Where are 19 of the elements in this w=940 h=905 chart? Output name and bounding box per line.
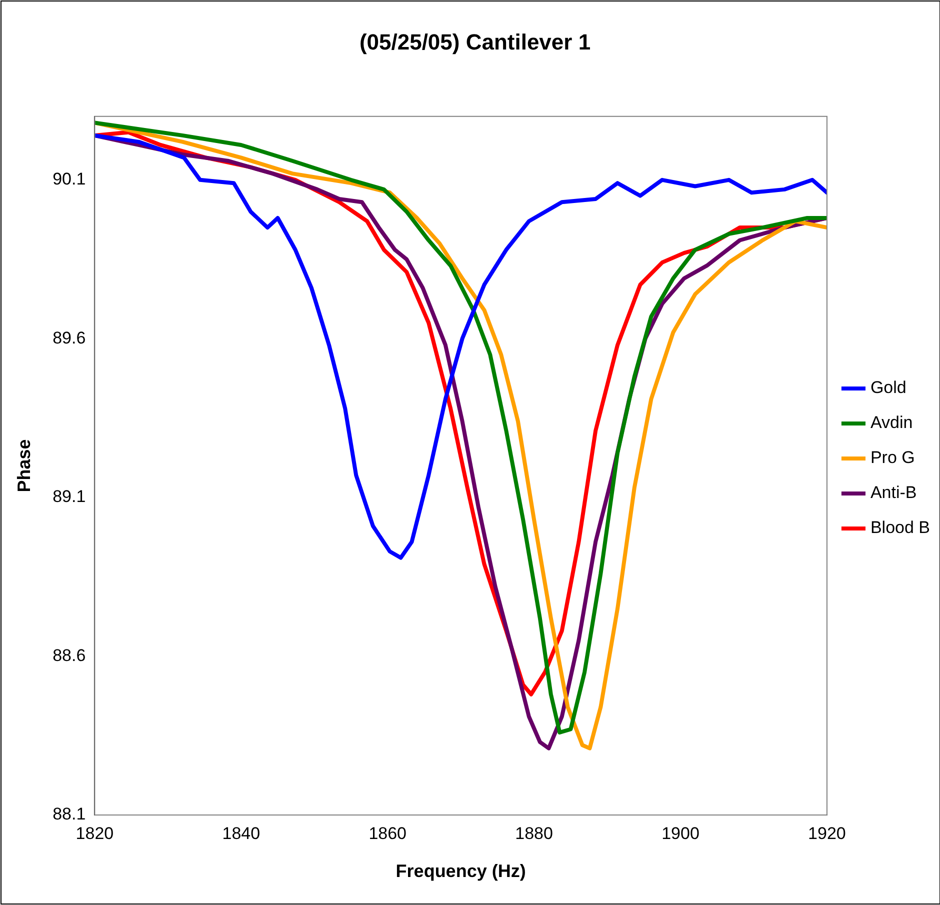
x-tick-label: 1840 [222,824,260,843]
x-tick-label: 1920 [808,824,846,843]
y-tick-label: 88.1 [52,804,86,824]
chart-title: (05/25/05) Cantilever 1 [359,29,591,54]
x-tick-label: 1880 [515,824,553,843]
x-axis-title: Frequency (Hz) [396,861,526,882]
legend-label: Blood B [870,518,930,538]
legend-label: Avdin [870,413,913,432]
y-axis-title: Phase [14,439,34,492]
y-tick-label: 88.6 [52,646,86,665]
legend-label: Pro G [870,448,915,468]
legend-label: Gold [870,378,906,398]
legend-label: Anti-B [870,483,917,502]
y-tick-label: 89.1 [52,487,86,506]
x-tick-label: 1820 [76,824,114,843]
x-tick-label: 1900 [662,824,700,843]
x-tick-label: 1860 [368,824,407,843]
y-tick-label: 90.1 [52,170,86,189]
y-tick-label: 89.6 [52,328,86,348]
